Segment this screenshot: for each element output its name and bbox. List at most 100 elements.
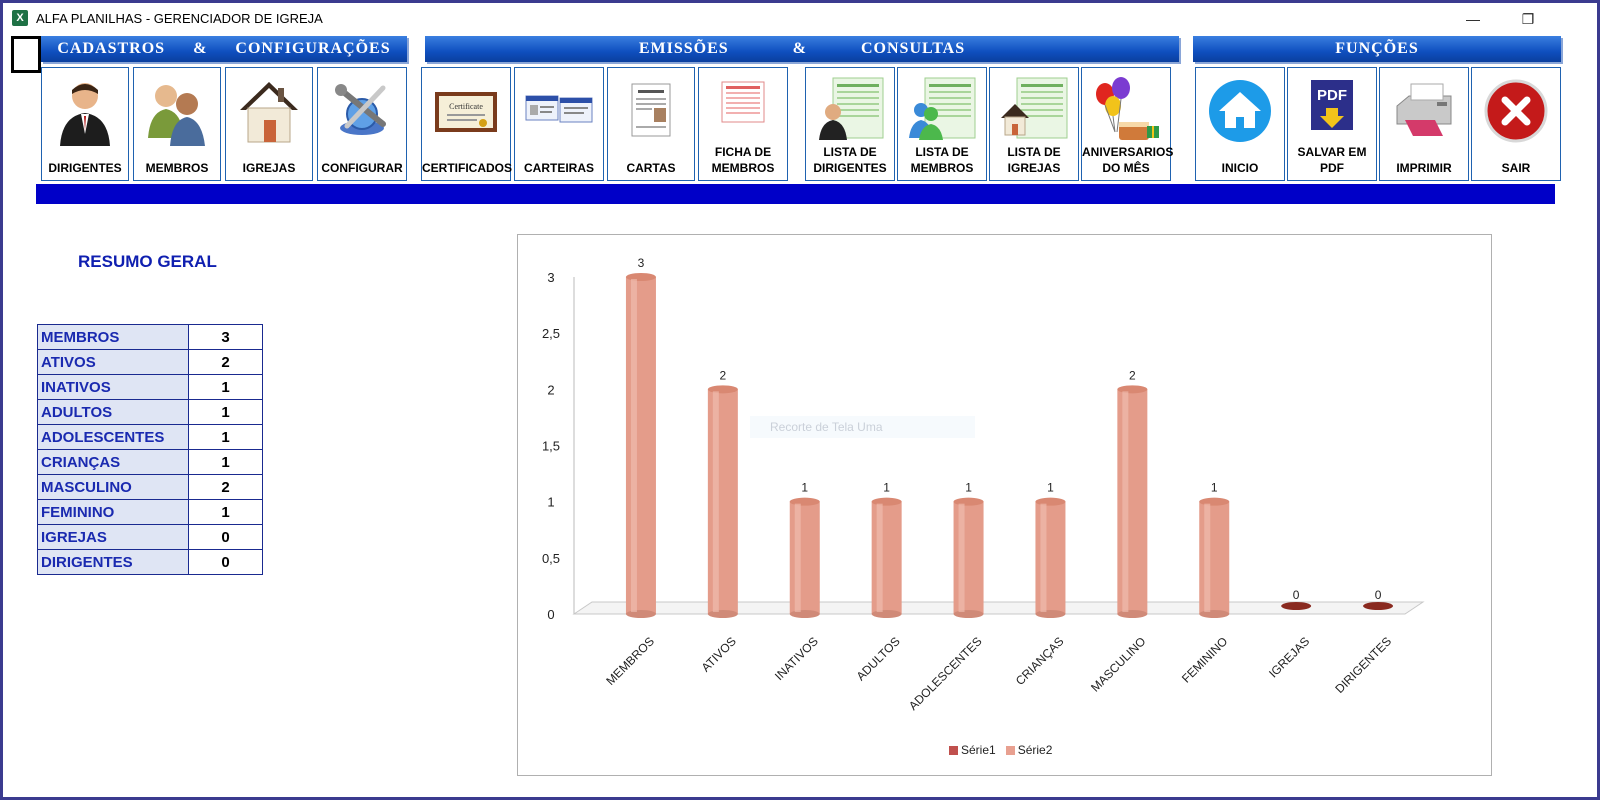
summary-row: ADOLESCENTES 1	[37, 424, 263, 450]
svg-text:Certificate: Certificate	[449, 102, 483, 111]
section-header-cadastros: CADASTROS & CONFIGURAÇÕES	[41, 36, 407, 62]
configurar-button[interactable]: CONFIGURAR	[317, 67, 407, 181]
bar-base	[953, 610, 984, 618]
membros-label: MEMBROS	[145, 161, 209, 175]
summary-label: MEMBROS	[37, 324, 189, 350]
x-category-label: DIRIGENTES	[1332, 634, 1394, 696]
summary-row: ADULTOS 1	[37, 399, 263, 425]
summary-label: IGREJAS	[37, 524, 189, 550]
bar-zero	[1363, 602, 1394, 610]
id-card-icon	[525, 95, 593, 123]
summary-row: FEMININO 1	[37, 499, 263, 525]
bar-highlight	[1122, 391, 1129, 612]
bar-top	[625, 273, 656, 281]
summary-label: DIRIGENTES	[37, 549, 189, 575]
lista-dirigentes-label: LISTA DE DIRIGENTES	[813, 145, 887, 175]
house-icon	[240, 82, 298, 143]
summary-label: ADOLESCENTES	[37, 424, 189, 450]
chart-legend: Série1 Série2	[949, 743, 1052, 757]
igrejas-label: IGREJAS	[242, 161, 296, 175]
list-people-icon	[909, 77, 976, 140]
summary-label: FEMININO	[37, 499, 189, 525]
imprimir-label: IMPRIMIR	[1396, 161, 1452, 175]
balloons-cake-icon	[1096, 77, 1159, 140]
certificados-button[interactable]: Certificate CERTIFICADOS	[421, 67, 512, 181]
data-label: 2	[1129, 368, 1136, 382]
summary-value: 1	[188, 374, 263, 400]
x-category-label: FEMININO	[1179, 634, 1230, 685]
membros-button[interactable]: MEMBROS	[133, 67, 221, 181]
dirigentes-button[interactable]: DIRIGENTES	[41, 67, 129, 181]
bar	[871, 501, 902, 614]
summary-label: INATIVOS	[37, 374, 189, 400]
section-header-emissoes: EMISSÕES & CONSULTAS	[425, 36, 1179, 62]
bar-base	[707, 610, 738, 618]
bar-top	[1035, 497, 1066, 506]
salvar-pdf-button[interactable]: PDF SALVAR EM PDF	[1287, 67, 1377, 181]
summary-title: RESUMO GERAL	[78, 252, 217, 271]
lista-dirigentes-button[interactable]: LISTA DE DIRIGENTES	[805, 67, 895, 181]
bar-base	[1035, 610, 1066, 618]
selected-cell-indicator[interactable]	[11, 36, 41, 73]
bar-base	[1117, 610, 1148, 618]
bar-top	[1117, 385, 1148, 394]
igrejas-button[interactable]: IGREJAS	[225, 67, 313, 181]
carteiras-button[interactable]: CARTEIRAS	[514, 67, 604, 181]
letter-icon	[631, 83, 671, 137]
bar-top	[871, 497, 902, 506]
summary-label: ADULTOS	[37, 399, 189, 425]
bar	[789, 501, 820, 614]
bar-top	[1199, 497, 1230, 506]
cartas-label: CARTAS	[626, 161, 676, 175]
data-label: 3	[638, 256, 645, 270]
y-tick-label: 2	[547, 382, 554, 397]
ficha-membros-label: FICHA DE MEMBROS	[711, 145, 775, 175]
summary-value: 3	[188, 324, 263, 350]
legend-item-serie1: Série1	[949, 743, 996, 757]
ficha-membros-button[interactable]: FICHA DE MEMBROS	[698, 67, 788, 181]
summary-value: 0	[188, 549, 263, 575]
configurar-label: CONFIGURAR	[321, 161, 403, 175]
summary-label: ATIVOS	[37, 349, 189, 375]
bar-base	[625, 610, 656, 618]
inicio-label: INICIO	[1221, 161, 1259, 175]
restore-button[interactable]: ❐	[1521, 11, 1535, 27]
x-category-label: CRIANÇAS	[1013, 634, 1067, 688]
inicio-button[interactable]: INICIO	[1195, 67, 1285, 181]
x-category-label: MASCULINO	[1088, 634, 1148, 694]
lista-igrejas-button[interactable]: LISTA DE IGREJAS	[989, 67, 1079, 181]
bar-highlight	[876, 503, 883, 612]
summary-row: ATIVOS 2	[37, 349, 263, 375]
salvar-pdf-label: SALVAR EM PDF	[1297, 145, 1367, 175]
y-tick-label: 0,5	[542, 551, 560, 566]
sair-button[interactable]: SAIR	[1471, 67, 1561, 181]
dirigentes-label: DIRIGENTES	[48, 161, 122, 175]
summary-value: 0	[188, 524, 263, 550]
person-suit-icon	[60, 83, 110, 146]
cartas-button[interactable]: CARTAS	[607, 67, 695, 181]
imprimir-button[interactable]: IMPRIMIR	[1379, 67, 1469, 181]
legend-item-serie2: Série2	[1005, 743, 1052, 757]
y-tick-label: 1	[547, 495, 554, 510]
bar-highlight	[712, 391, 719, 612]
bar	[953, 501, 984, 614]
data-label: 0	[1293, 588, 1300, 602]
y-tick-label: 1,5	[542, 439, 560, 454]
minimize-button[interactable]: —	[1466, 11, 1480, 27]
data-label: 0	[1375, 588, 1382, 602]
screen-snip-ghost: Recorte de Tela Uma	[750, 416, 975, 438]
summary-row: MEMBROS 3	[37, 324, 263, 350]
aniversarios-button[interactable]: ANIVERSARIOS DO MÊS	[1081, 67, 1173, 181]
close-circle-icon	[1484, 79, 1548, 143]
summary-row: INATIVOS 1	[37, 374, 263, 400]
divider-bar	[36, 184, 1555, 204]
window-title: ALFA PLANILHAS - GERENCIADOR DE IGREJA	[36, 11, 323, 26]
printer-icon	[1396, 83, 1452, 136]
lista-membros-label: LISTA DE MEMBROS	[910, 145, 974, 175]
data-label: 2	[720, 368, 727, 382]
svg-text:PDF: PDF	[1317, 87, 1347, 104]
y-tick-label: 2,5	[542, 326, 560, 341]
x-category-label: ADOLESCENTES	[906, 634, 985, 713]
lista-membros-button[interactable]: LISTA DE MEMBROS	[897, 67, 987, 181]
